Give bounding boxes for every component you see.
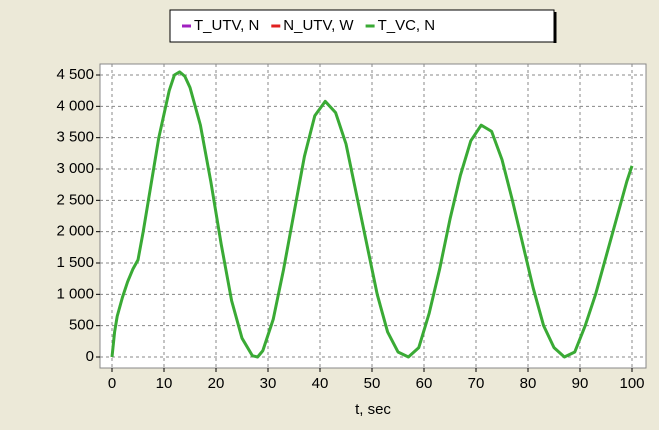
- x-tick-label: 100: [619, 375, 644, 392]
- x-tick-label: 60: [416, 375, 433, 392]
- legend-label: N_UTV, W: [283, 17, 354, 34]
- y-tick-label: 2 500: [56, 191, 94, 208]
- plot-area: [99, 63, 647, 369]
- x-tick-label: 30: [260, 375, 277, 392]
- x-tick-label: 70: [468, 375, 485, 392]
- y-tick-label: 1 000: [56, 285, 94, 302]
- x-tick-label: 20: [208, 375, 225, 392]
- legend-label: T_UTV, N: [194, 17, 259, 34]
- y-tick-label: 3 500: [56, 129, 94, 146]
- x-axis-label: t, sec: [355, 401, 391, 418]
- legend-label: T_VC, N: [378, 17, 436, 34]
- y-tick-label: 4 000: [56, 97, 94, 114]
- legend-box: [169, 9, 555, 43]
- x-tick-label: 0: [108, 375, 116, 392]
- x-tick-label: 40: [312, 375, 329, 392]
- x-tick-label: 80: [520, 375, 537, 392]
- y-tick-label: 0: [86, 348, 94, 365]
- y-tick-label: 4 500: [56, 66, 94, 83]
- x-tick-label: 50: [364, 375, 381, 392]
- y-tick-label: 3 000: [56, 160, 94, 177]
- series-line: [110, 70, 634, 359]
- y-tick-label: 500: [69, 317, 94, 334]
- x-tick-label: 10: [156, 375, 173, 392]
- y-tick-label: 1 500: [56, 254, 94, 271]
- x-tick-label: 90: [572, 375, 589, 392]
- y-tick-label: 2 000: [56, 223, 94, 240]
